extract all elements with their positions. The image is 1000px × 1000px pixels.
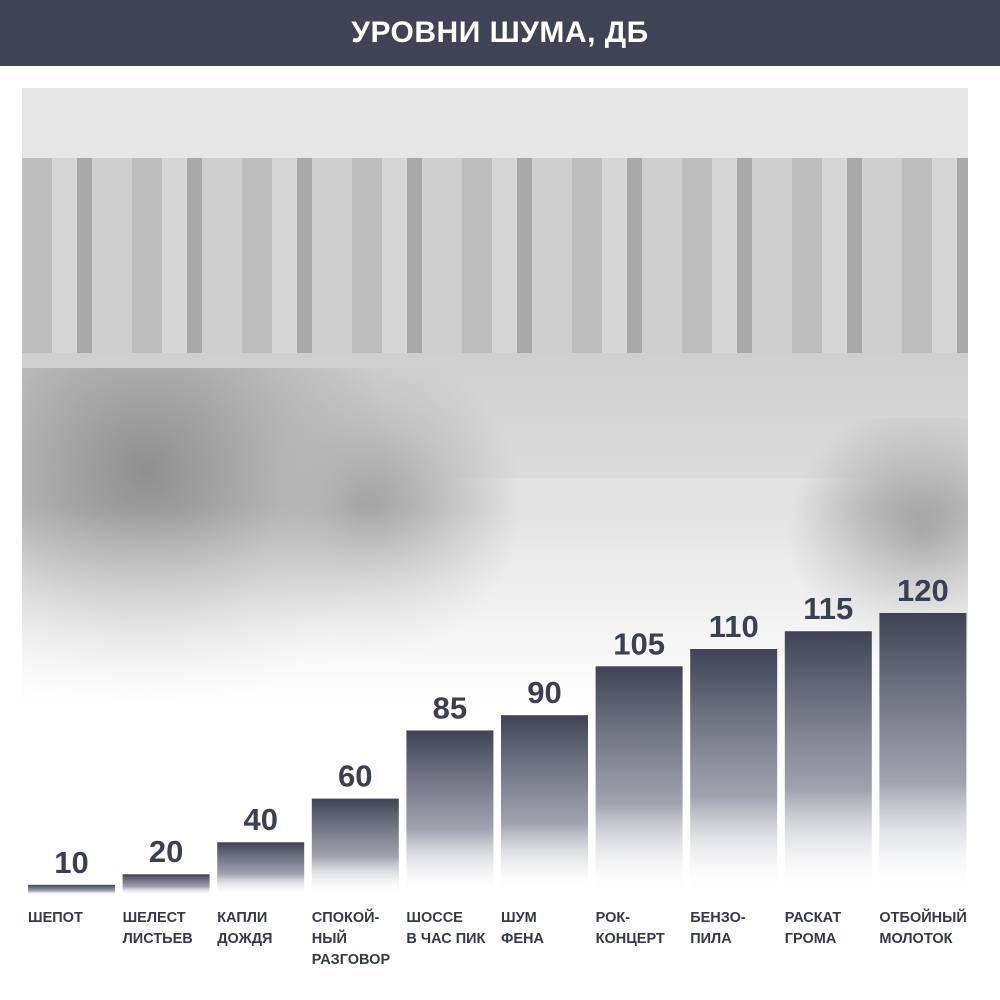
category-label: ШОССЕ: [406, 910, 463, 926]
category-label: ДОЖДЯ: [217, 931, 272, 947]
data-label: 90: [527, 675, 561, 710]
category-label: ШУМ: [501, 910, 537, 926]
bar: [28, 884, 115, 895]
bar: [217, 842, 305, 895]
category-label: НЫЙ: [312, 929, 347, 947]
data-label: 40: [243, 802, 277, 837]
bar: [406, 730, 494, 895]
category-label: РАЗГОВОР: [312, 952, 391, 968]
category-label: В ЧАС ПИК: [406, 931, 485, 947]
category-label: ШЕЛЕСТ: [123, 910, 186, 926]
category-label: КОНЦЕРТ: [596, 931, 665, 947]
data-label: 85: [433, 690, 467, 725]
bar: [122, 874, 210, 895]
data-label: 60: [338, 759, 372, 794]
category-label: ПИЛА: [690, 931, 732, 947]
bar: [311, 798, 399, 895]
category-label: ГРОМА: [785, 931, 837, 947]
category-label: МОЛОТОК: [879, 931, 952, 947]
bar: [595, 666, 683, 895]
category-label: РАСКАТ: [785, 910, 842, 926]
data-label: 110: [709, 609, 759, 644]
category-label: ШЕПОТ: [28, 910, 83, 926]
category-label: ФЕНА: [501, 931, 545, 947]
data-label: 120: [897, 573, 949, 608]
category-label: ОТБОЙНЫЙ: [879, 908, 966, 926]
bar: [501, 715, 588, 895]
category-label: СПОКОЙ-: [312, 908, 380, 926]
category-label: БЕНЗО-: [690, 910, 746, 926]
data-label: 105: [613, 626, 665, 661]
data-label: 115: [803, 591, 853, 626]
bar: [784, 631, 872, 895]
category-label: КАПЛИ: [217, 910, 267, 926]
bar: [879, 613, 967, 895]
background-city-photo: [22, 88, 968, 708]
category-label: РОК-: [596, 910, 631, 926]
data-label: 20: [149, 834, 183, 869]
bar: [690, 648, 778, 895]
category-label: ЛИСТЬЕВ: [123, 931, 193, 947]
chart-title: УРОВНИ ШУМА, ДБ: [0, 0, 1000, 66]
data-label: 10: [54, 845, 88, 880]
